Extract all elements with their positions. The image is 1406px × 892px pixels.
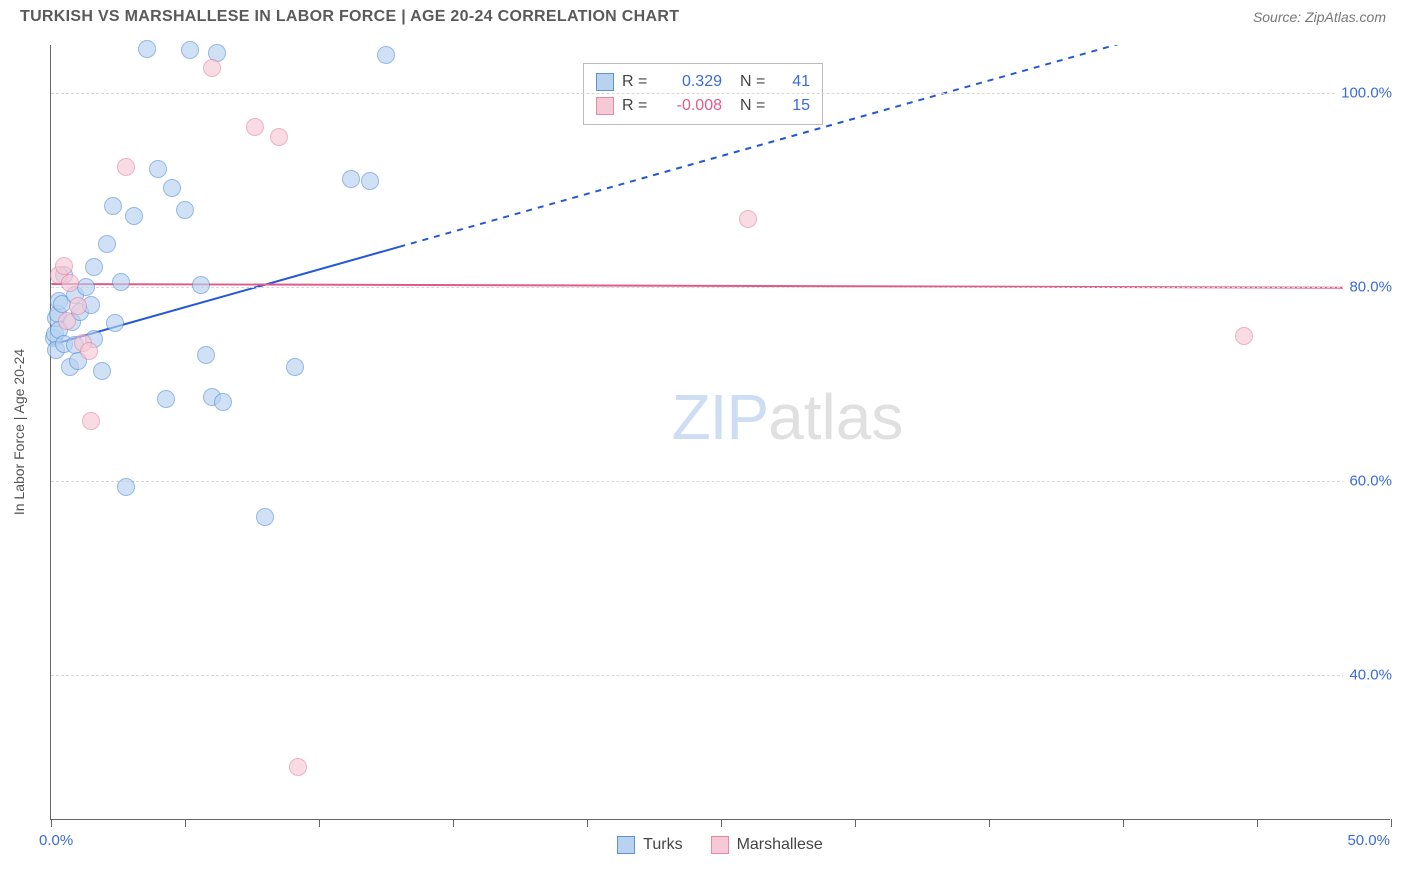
legend-item-turks: Turks: [617, 836, 682, 854]
data-point: [1235, 327, 1253, 345]
data-point: [106, 314, 124, 332]
n-value-marsh: 15: [782, 94, 810, 118]
watermark-zip: ZIP: [672, 381, 769, 453]
y-tick-label: 80.0%: [1343, 279, 1392, 296]
n-prefix: N =: [740, 94, 774, 118]
x-tick: [587, 819, 588, 827]
r-prefix: R =: [622, 94, 654, 118]
data-point: [157, 390, 175, 408]
x-tick: [989, 819, 990, 827]
y-tick-label: 60.0%: [1343, 472, 1392, 489]
y-tick-label: 40.0%: [1343, 666, 1392, 683]
data-point: [125, 207, 143, 225]
data-point: [98, 235, 116, 253]
gridline: [51, 481, 1390, 482]
data-point: [342, 170, 360, 188]
data-point: [77, 278, 95, 296]
data-point: [93, 362, 111, 380]
x-tick: [453, 819, 454, 827]
r-prefix: R =: [622, 70, 654, 94]
x-tick: [1257, 819, 1258, 827]
data-point: [138, 40, 156, 58]
n-prefix: N =: [740, 70, 774, 94]
gridline: [51, 93, 1390, 94]
n-value-turks: 41: [782, 70, 810, 94]
source-label: Source: ZipAtlas.com: [1253, 9, 1386, 25]
data-point: [80, 342, 98, 360]
r-value-turks: 0.329: [662, 70, 722, 94]
data-point: [270, 128, 288, 146]
data-point: [112, 273, 130, 291]
data-point: [377, 46, 395, 64]
data-point: [286, 358, 304, 376]
data-point: [55, 257, 73, 275]
legend-swatch-marsh: [711, 836, 729, 854]
data-point: [289, 758, 307, 776]
swatch-marsh: [596, 97, 614, 115]
stats-row-marsh: R = -0.008 N = 15: [596, 94, 810, 118]
x-tick: [185, 819, 186, 827]
bottom-legend: Turks Marshallese: [50, 836, 1390, 854]
x-tick: [855, 819, 856, 827]
data-point: [197, 346, 215, 364]
data-point: [117, 478, 135, 496]
gridline: [51, 675, 1390, 676]
watermark: ZIPatlas: [672, 380, 904, 454]
y-axis-label: In Labor Force | Age 20-24: [11, 349, 27, 515]
data-point: [256, 508, 274, 526]
plot-wrap: ZIPatlas In Labor Force | Age 20-24 0.0%…: [50, 45, 1390, 820]
data-point: [192, 276, 210, 294]
data-point: [181, 41, 199, 59]
data-point: [739, 210, 757, 228]
data-point: [69, 297, 87, 315]
x-tick: [1391, 819, 1392, 827]
legend-item-marsh: Marshallese: [711, 836, 823, 854]
data-point: [58, 312, 76, 330]
plot-area: ZIPatlas In Labor Force | Age 20-24 0.0%…: [50, 45, 1390, 820]
data-point: [214, 393, 232, 411]
data-point: [149, 160, 167, 178]
gridline: [51, 287, 1390, 288]
legend-swatch-turks: [617, 836, 635, 854]
data-point: [85, 258, 103, 276]
y-tick-label: 100.0%: [1335, 85, 1392, 102]
r-value-marsh: -0.008: [662, 94, 722, 118]
data-point: [163, 179, 181, 197]
stats-row-turks: R = 0.329 N = 41: [596, 70, 810, 94]
watermark-atlas: atlas: [768, 381, 903, 453]
data-point: [203, 59, 221, 77]
legend-label-marsh: Marshallese: [737, 836, 823, 854]
chart-title: TURKISH VS MARSHALLESE IN LABOR FORCE | …: [20, 8, 679, 26]
swatch-turks: [596, 73, 614, 91]
x-tick: [1123, 819, 1124, 827]
x-tick: [319, 819, 320, 827]
trend-lines: [51, 45, 1390, 819]
data-point: [176, 201, 194, 219]
x-tick: [721, 819, 722, 827]
legend-label-turks: Turks: [643, 836, 682, 854]
data-point: [246, 118, 264, 136]
data-point: [82, 412, 100, 430]
data-point: [361, 172, 379, 190]
data-point: [61, 274, 79, 292]
data-point: [104, 197, 122, 215]
data-point: [117, 158, 135, 176]
x-tick: [51, 819, 52, 827]
